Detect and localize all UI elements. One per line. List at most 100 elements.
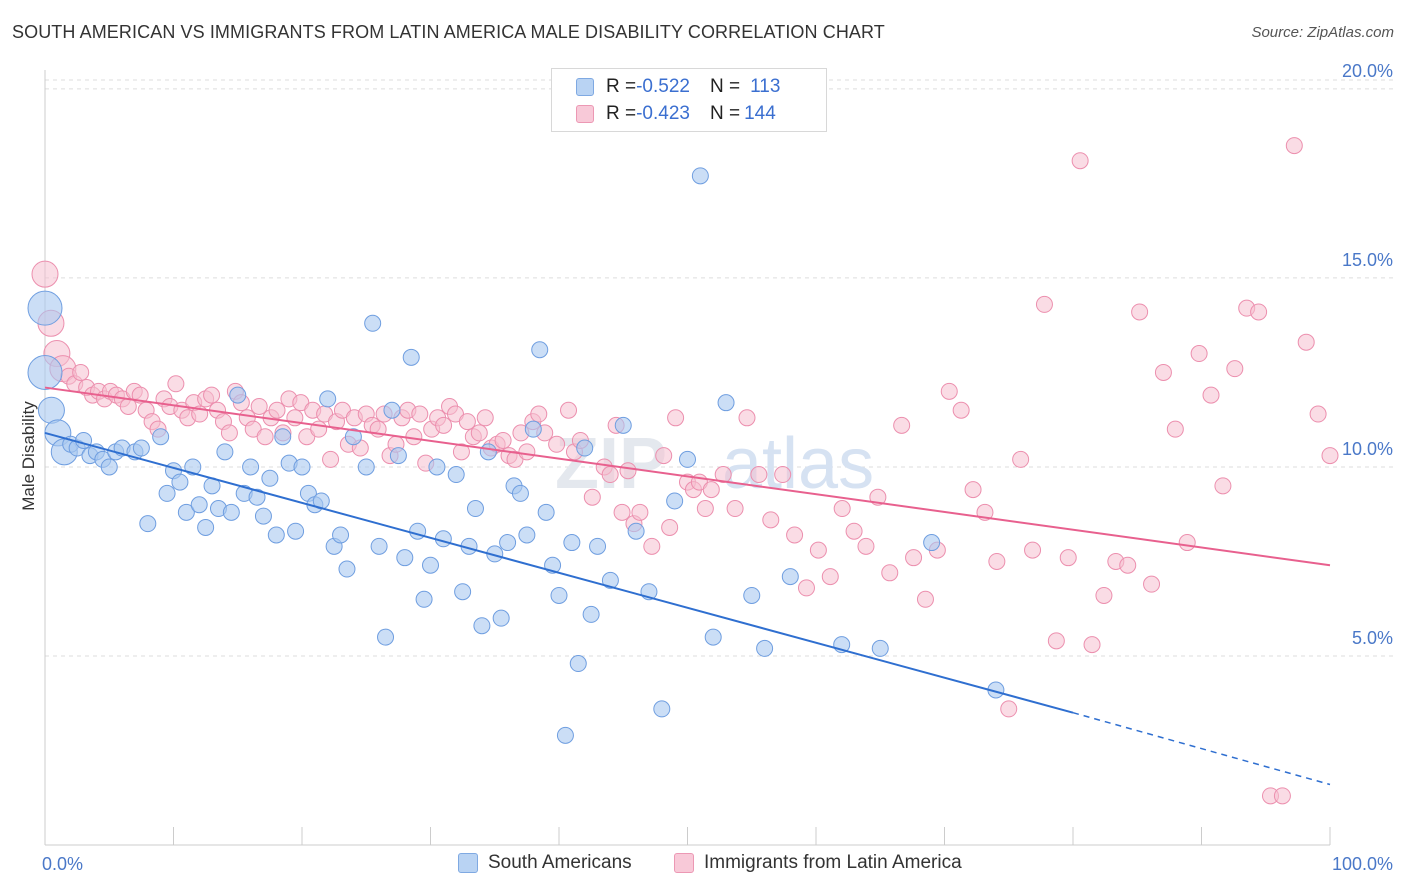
- point-immigrants: [452, 443, 470, 461]
- point-south-americans: [511, 484, 529, 502]
- point-immigrants: [845, 522, 863, 540]
- point-immigrants: [619, 462, 637, 480]
- point-south-americans: [338, 560, 356, 578]
- point-immigrants: [333, 401, 351, 419]
- point-south-americans: [653, 700, 671, 718]
- point-south-americans: [473, 617, 491, 635]
- point-south-americans: [274, 428, 292, 446]
- point-south-americans: [100, 458, 118, 476]
- x-tick-label: 0.0%: [42, 854, 83, 874]
- point-south-americans: [158, 484, 176, 502]
- point-immigrants: [1143, 575, 1161, 593]
- point-south-americans: [479, 443, 497, 461]
- point-south-americans: [601, 571, 619, 589]
- point-immigrants: [470, 424, 488, 442]
- point-south-americans: [132, 439, 150, 457]
- point-south-americans: [499, 534, 517, 552]
- point-immigrants: [167, 375, 185, 393]
- tick-labels: 5.0% 10.0% 15.0% 20.0% 0.0% 100.0%: [42, 61, 1393, 874]
- point-immigrants: [244, 420, 262, 438]
- y-tick-label: 20.0%: [1342, 61, 1393, 81]
- point-south-americans: [781, 568, 799, 586]
- legend-n-value: 144: [744, 103, 776, 124]
- source-label: Source: ZipAtlas.com: [1251, 24, 1394, 41]
- point-south-americans: [396, 549, 414, 567]
- point-south-americans: [37, 396, 65, 424]
- point-south-americans: [254, 507, 272, 525]
- y-tick-label: 5.0%: [1352, 628, 1393, 648]
- point-south-americans: [466, 500, 484, 518]
- legend-row-immigrants: R = -0.423 N = 144: [576, 102, 776, 126]
- y-tick-label: 15.0%: [1342, 250, 1393, 270]
- point-south-americans: [556, 726, 574, 744]
- legend-r-value: -0.423: [636, 103, 690, 124]
- point-south-americans: [589, 537, 607, 555]
- point-immigrants: [702, 481, 720, 499]
- point-immigrants: [220, 424, 238, 442]
- watermark-atlas: atlas: [722, 424, 874, 504]
- point-immigrants: [1000, 700, 1018, 718]
- point-immigrants: [881, 564, 899, 582]
- point-south-americans: [216, 443, 234, 461]
- point-south-americans: [428, 458, 446, 476]
- point-immigrants: [203, 386, 221, 404]
- legend-item-immigrants[interactable]: Immigrants from Latin America: [674, 852, 962, 874]
- trend-line-south-americans-extension: [1072, 711, 1331, 786]
- point-south-americans: [370, 537, 388, 555]
- stats-legend: R = -0.522 N = 113 R = -0.423 N = 144: [551, 68, 827, 132]
- chart-title: SOUTH AMERICAN VS IMMIGRANTS FROM LATIN …: [12, 22, 885, 42]
- point-immigrants: [786, 526, 804, 544]
- point-immigrants: [476, 409, 494, 427]
- point-immigrants: [256, 428, 274, 446]
- point-south-americans: [190, 496, 208, 514]
- point-south-americans: [871, 639, 889, 657]
- point-south-americans: [569, 655, 587, 673]
- point-immigrants: [893, 416, 911, 434]
- point-south-americans: [319, 390, 337, 408]
- point-south-americans: [27, 290, 63, 326]
- y-axis-title: Male Disability: [19, 401, 38, 511]
- grid-lines: [45, 79, 1395, 657]
- point-south-americans: [537, 503, 555, 521]
- point-south-americans: [222, 503, 240, 521]
- point-south-americans: [717, 394, 735, 412]
- point-immigrants: [964, 481, 982, 499]
- trend-lines: [44, 386, 1331, 786]
- point-south-americans: [447, 466, 465, 484]
- point-immigrants: [250, 397, 268, 415]
- legend-n-label: N =: [709, 103, 741, 124]
- point-immigrants: [1250, 303, 1268, 321]
- point-immigrants: [310, 420, 328, 438]
- point-south-americans: [666, 492, 684, 510]
- point-immigrants: [916, 590, 934, 608]
- x-tick-label: 100.0%: [1332, 854, 1393, 874]
- point-immigrants: [1047, 632, 1065, 650]
- point-immigrants: [809, 541, 827, 559]
- point-south-americans: [267, 526, 285, 544]
- point-south-americans: [524, 420, 542, 438]
- point-immigrants: [405, 428, 423, 446]
- point-south-americans: [177, 503, 195, 521]
- point-immigrants: [661, 518, 679, 536]
- point-immigrants: [548, 435, 566, 453]
- axes: [44, 70, 1331, 846]
- point-immigrants: [857, 537, 875, 555]
- point-south-americans: [242, 458, 260, 476]
- point-south-americans: [377, 628, 395, 646]
- point-immigrants: [72, 363, 90, 381]
- legend-item-south-americans[interactable]: South Americans: [458, 852, 632, 874]
- point-south-americans: [332, 526, 350, 544]
- legend-label: Immigrants from Latin America: [704, 852, 962, 873]
- watermark: ZIP atlas: [555, 424, 874, 504]
- point-immigrants: [1071, 152, 1089, 170]
- point-south-americans: [287, 522, 305, 540]
- point-immigrants: [821, 568, 839, 586]
- legend-r-label: R =: [606, 103, 637, 124]
- point-south-americans: [563, 534, 581, 552]
- point-immigrants: [1309, 405, 1327, 423]
- point-immigrants: [530, 405, 548, 423]
- point-immigrants: [322, 450, 340, 468]
- point-immigrants: [952, 401, 970, 419]
- point-immigrants: [506, 450, 524, 468]
